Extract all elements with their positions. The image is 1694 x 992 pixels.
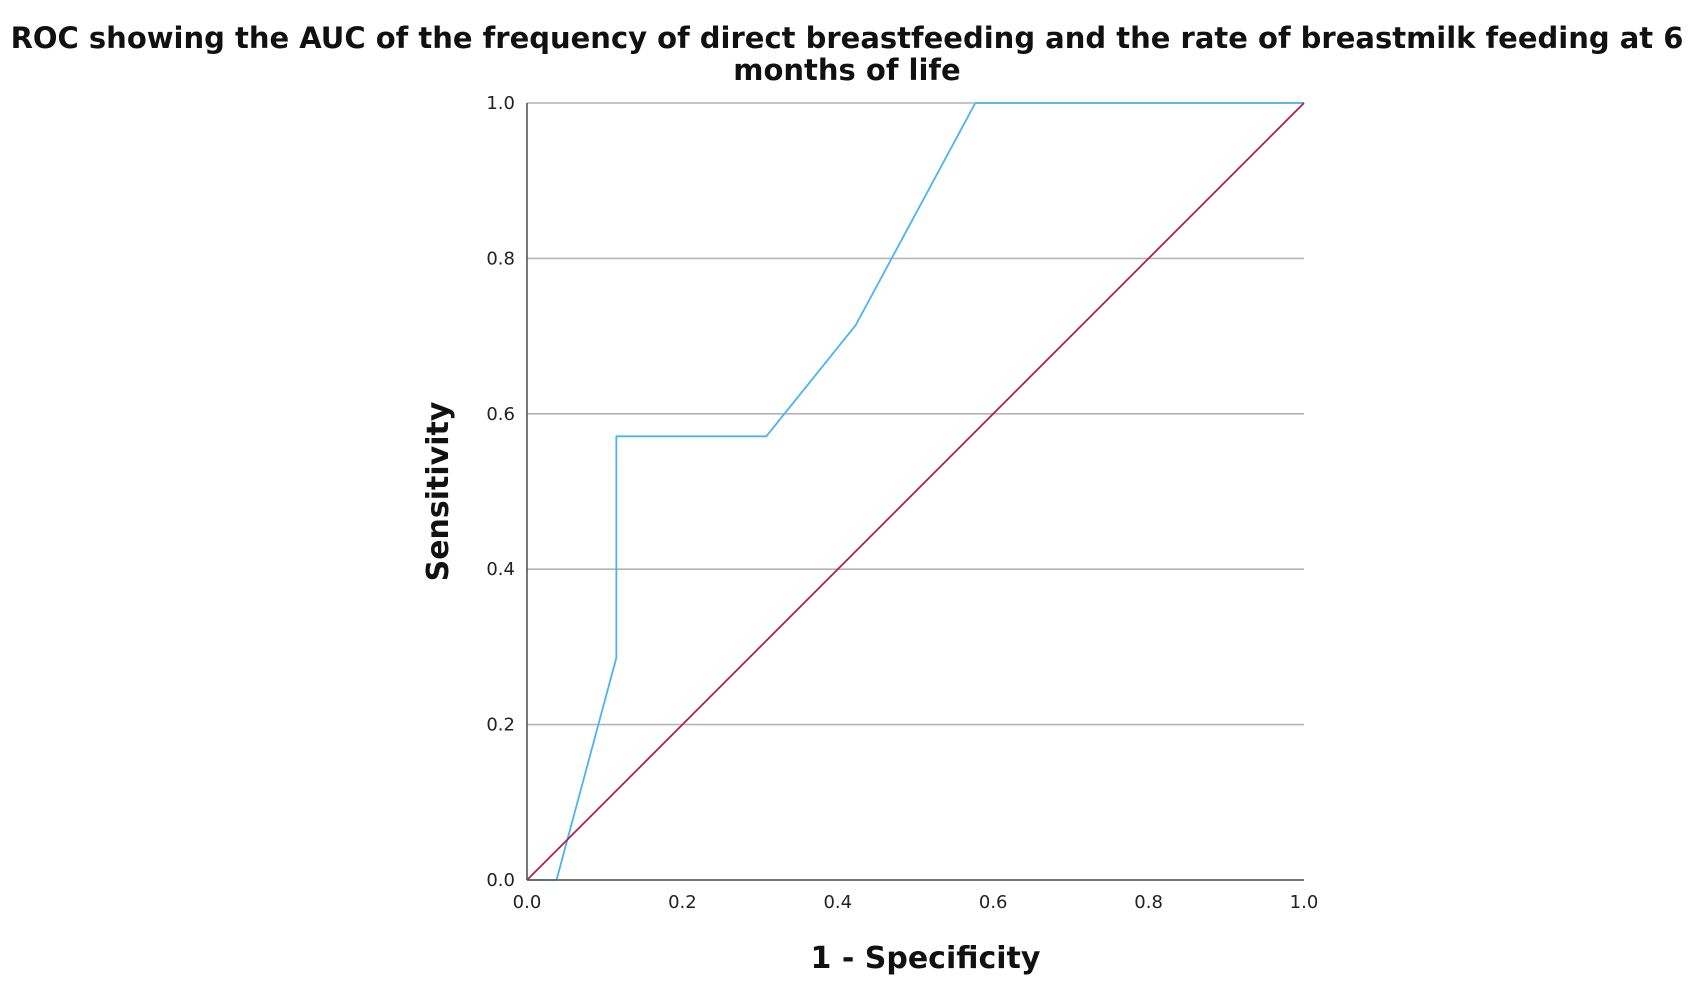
x-tick-label-4: 0.8 [1134,892,1163,913]
x-tick-label-1: 0.2 [668,892,697,913]
series-lines [526,102,1305,881]
y-tick-label-3: 0.6 [486,404,515,425]
x-tick-label-0: 0.0 [513,892,542,913]
y-axis-title: Sensitivity [421,401,456,581]
chart-title-line-1: ROC showing the AUC of the frequency of … [10,21,1684,55]
y-tick-label-0: 0.0 [486,870,515,891]
y-tick-label-5: 1.0 [486,93,515,114]
x-axis-title: 1 - Specificity [811,941,1041,976]
y-tick-label-2: 0.4 [486,559,515,580]
roc-curve-line [527,102,1304,881]
y-tick-label-4: 0.8 [486,248,515,269]
x-tick-label-2: 0.4 [823,892,852,913]
x-tick-label-5: 1.0 [1290,892,1319,913]
x-tick-label-3: 0.6 [979,892,1008,913]
y-tick-label-1: 0.2 [486,715,515,736]
tick-labels: 0.0 0.2 0.4 0.6 0.8 1.0 0.0 0.2 0.4 0.6 0.8 1.0 [486,93,1318,913]
chart-title-line-2: months of life [733,53,961,87]
reference-diagonal-line [526,102,1305,881]
chart-title: ROC showing the AUC of the frequency of … [0,22,1694,86]
axes [526,103,1304,881]
